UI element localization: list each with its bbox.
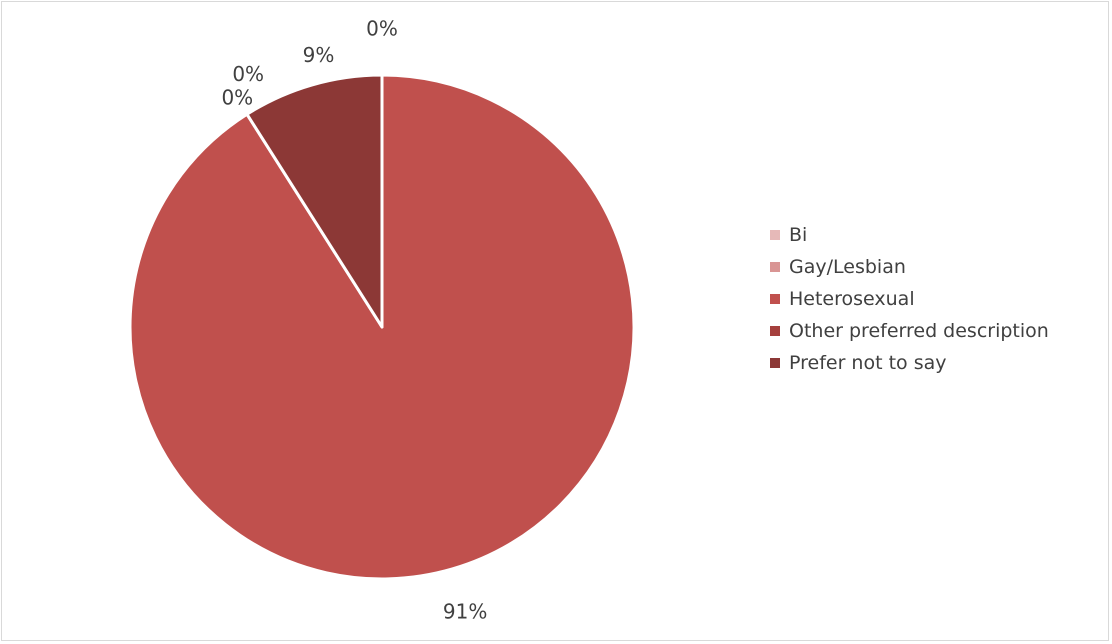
legend-item-bi: Bi [770,219,1049,250]
data-label-heterosexual: 91% [443,600,487,624]
legend-item-other-preferred-description: Other preferred description [770,315,1049,346]
data-label-prefer-not-to-say: 9% [303,43,335,67]
legend-swatch [770,229,780,240]
legend-swatch [770,325,780,336]
legend-swatch [770,357,780,368]
pie-slices [128,73,636,581]
legend-item-heterosexual: Heterosexual [770,283,1049,314]
legend-label: Prefer not to say [789,351,947,374]
legend-item-prefer-not-to-say: Prefer not to say [770,347,1049,378]
legend-swatch [770,261,780,272]
legend-label: Gay/Lesbian [789,255,906,278]
legend-label: Other preferred description [789,319,1049,342]
pie-slice-prefer-not-to-say [245,73,384,329]
pie-data-labels: 0%0%91%0%9% [221,17,487,624]
legend-label: Heterosexual [789,287,915,310]
chart-legend: Bi Gay/Lesbian Heterosexual Other preferred… [770,219,1049,379]
legend-label: Bi [789,223,808,246]
legend-item-gay-lesbian: Gay/Lesbian [770,251,1049,282]
legend-swatch [770,293,780,304]
data-label-gay-lesbian: 0% [232,62,264,86]
data-label-other-preferred-description: 0% [221,86,253,110]
data-label-bi: 0% [366,17,398,41]
